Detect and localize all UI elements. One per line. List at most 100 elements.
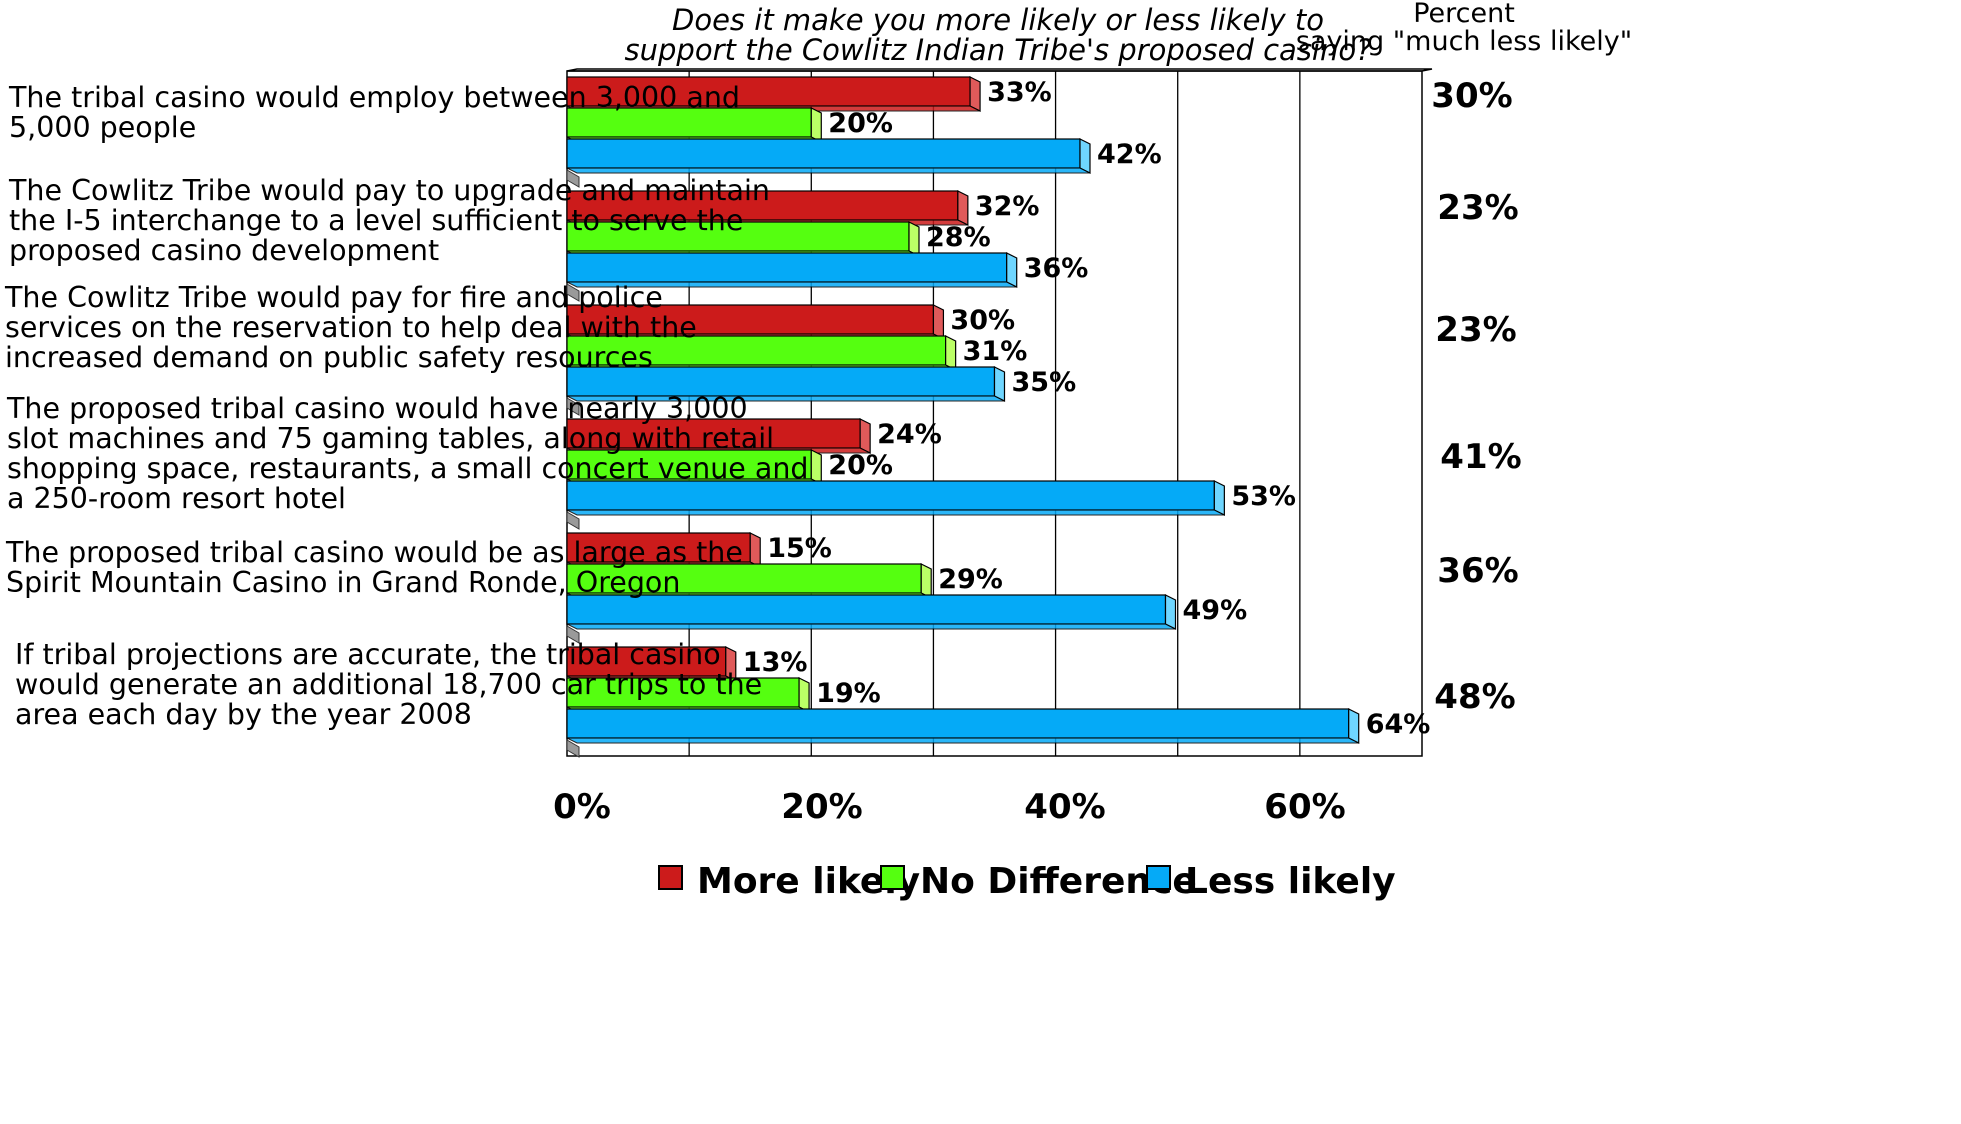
value-label: 42% — [1097, 139, 1162, 170]
category-label-line: shopping space, restaurants, a small con… — [7, 452, 809, 485]
value-label: 13% — [743, 647, 808, 678]
bar-end-cap — [969, 76, 981, 112]
value-label: 36% — [1024, 253, 1089, 284]
value-labels: 33%20%42%32%28%36%30%31%35%24%20%53%15%2… — [743, 77, 1431, 740]
bar — [566, 107, 812, 138]
category-label: If tribal projections are accurate, the … — [15, 638, 762, 731]
much-less-likely-value: 41% — [1440, 437, 1521, 477]
legend-label: Less likely — [1185, 861, 1396, 902]
bar — [566, 76, 971, 107]
value-label: 53% — [1231, 481, 1296, 512]
bar-end-cap — [993, 366, 1006, 402]
value-label: 24% — [877, 419, 942, 450]
x-axis-tick-labels: 0% 20% 40% 60% — [553, 787, 1346, 827]
value-label: 33% — [987, 77, 1052, 108]
bar — [566, 563, 922, 594]
much-less-likely-value: 23% — [1435, 310, 1516, 350]
bar — [566, 304, 935, 335]
much-less-likely-value: 48% — [1434, 677, 1515, 717]
gridlines — [688, 71, 1301, 756]
bar — [566, 449, 812, 480]
value-label: 28% — [926, 222, 991, 253]
category-label-line: increased demand on public safety resour… — [5, 341, 653, 374]
category-label-line: 5,000 people — [9, 111, 196, 144]
value-label: 20% — [828, 450, 893, 481]
bar — [566, 646, 727, 677]
category-label-line: area each day by the year 2008 — [15, 698, 472, 731]
bar — [566, 190, 959, 221]
value-label: 64% — [1366, 709, 1431, 740]
category-label-line: Spirit Mountain Casino in Grand Ronde, O… — [6, 566, 680, 599]
bar-end-cap — [1079, 138, 1091, 174]
category-label-line: the I-5 interchange to a level sufficien… — [9, 204, 743, 237]
category-label-line: services on the reservation to help deal… — [5, 311, 697, 344]
bar-end-cap — [908, 221, 920, 257]
bar-bottom-face — [566, 395, 1005, 402]
bar-end-cap — [1348, 708, 1360, 744]
category-label-line: The proposed tribal casino would be as l… — [5, 536, 743, 569]
category-label: The proposed tribal casino would have ne… — [6, 392, 809, 515]
x-tick-label: 40% — [1024, 787, 1105, 827]
plot-frame — [566, 68, 1433, 757]
legend-swatch — [1146, 865, 1171, 890]
bar-floor-stub — [566, 511, 580, 530]
bar — [566, 366, 996, 397]
value-label: 19% — [816, 678, 881, 709]
bar-end-cap — [1164, 594, 1177, 630]
chart-title-line: Does it make you more likely or less lik… — [672, 3, 1324, 37]
value-label: 30% — [950, 305, 1015, 336]
bar-end-cap — [920, 563, 932, 599]
much-less-likely-value: 23% — [1437, 188, 1518, 228]
category-label-line: The Cowlitz Tribe would pay to upgrade a… — [8, 174, 770, 207]
category-label-line: slot machines and 75 gaming tables, alon… — [7, 422, 774, 455]
category-label: The tribal casino would employ between 3… — [8, 81, 740, 144]
bar-floor-stub — [566, 625, 580, 644]
value-label: 31% — [963, 336, 1028, 367]
x-tick-label: 0% — [553, 787, 611, 827]
category-label-line: would generate an additional 18,700 car … — [15, 668, 762, 701]
bar-end-cap — [1213, 480, 1225, 516]
category-label-line: If tribal projections are accurate, the … — [15, 638, 721, 671]
much-less-likely-value: 30% — [1431, 76, 1512, 116]
value-label: 29% — [938, 564, 1003, 595]
legend-swatch — [880, 865, 905, 890]
bar — [566, 138, 1081, 169]
bar — [566, 532, 751, 563]
category-label-line: The Cowlitz Tribe would pay for fire and… — [4, 281, 663, 314]
much-less-likely-values: 30% 23% 23% 41% 36% 48% — [1431, 76, 1521, 717]
bar — [566, 252, 1008, 283]
bar-end-cap — [749, 532, 761, 568]
category-label-line: The proposed tribal casino would have ne… — [6, 392, 748, 425]
bar-end-cap — [957, 190, 969, 226]
bar-end-cap — [810, 107, 822, 143]
plot-border — [566, 70, 1423, 757]
value-label: 20% — [828, 108, 893, 139]
chart-title-line: support the Cowlitz Indian Tribe's propo… — [625, 33, 1372, 67]
bar-floor-stub — [566, 397, 580, 416]
bar — [566, 594, 1167, 625]
bar-floor-stub — [566, 169, 580, 188]
chart-title: Does it make you more likely or less lik… — [625, 3, 1372, 67]
x-tick-label: 20% — [781, 787, 862, 827]
bar — [566, 708, 1350, 739]
category-label-line: a 250-room resort hotel — [7, 482, 346, 515]
bar-end-cap — [859, 418, 871, 454]
category-label: The proposed tribal casino would be as l… — [5, 536, 743, 599]
bar-end-cap — [798, 677, 810, 713]
category-label-line: The tribal casino would employ between 3… — [8, 81, 740, 114]
category-labels: The tribal casino would employ between 3… — [4, 81, 809, 731]
bar — [566, 335, 947, 366]
bar — [566, 480, 1215, 511]
bar-bottom-face — [566, 737, 1359, 744]
category-label: The Cowlitz Tribe would pay to upgrade a… — [8, 174, 770, 267]
legend-swatch — [658, 865, 683, 890]
bar-bottom-face — [566, 509, 1225, 516]
bar-bottom-face — [566, 167, 1091, 174]
much-less-likely-header: Percent saying "much less likely" — [1296, 0, 1632, 57]
value-label: 35% — [1012, 367, 1077, 398]
bar-floor-stub — [566, 739, 580, 758]
bar-end-cap — [945, 335, 957, 371]
x-tick-label: 60% — [1264, 787, 1345, 827]
